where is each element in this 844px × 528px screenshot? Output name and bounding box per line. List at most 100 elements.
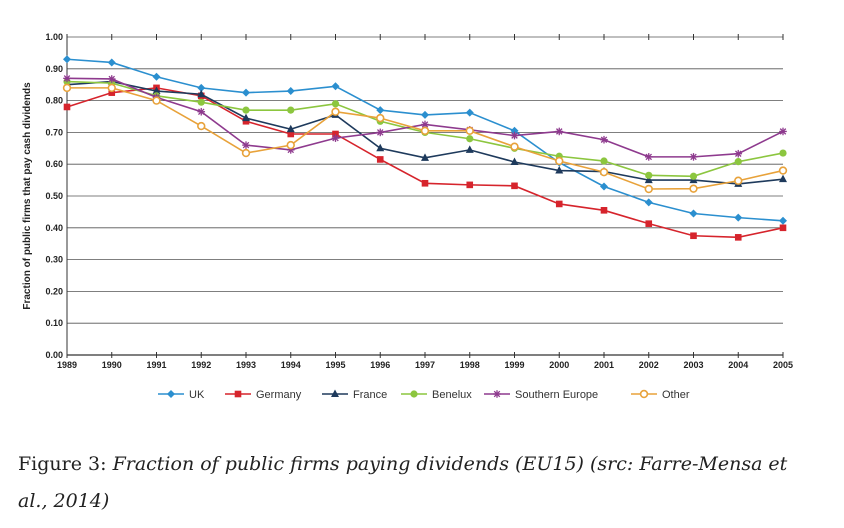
data-point xyxy=(779,174,787,183)
caption-text: Fraction of public firms paying dividend… xyxy=(18,453,788,512)
y-tick-label: 0.80 xyxy=(45,96,63,106)
data-point xyxy=(645,171,653,179)
data-point xyxy=(376,106,385,115)
series-lines xyxy=(62,55,788,241)
caption-label: Figure 3: xyxy=(18,453,107,475)
data-point xyxy=(421,110,429,119)
data-point xyxy=(287,106,295,114)
data-point xyxy=(510,157,519,165)
data-point xyxy=(197,89,206,98)
data-point xyxy=(555,166,564,174)
x-tick-label: 1996 xyxy=(370,360,390,370)
data-point xyxy=(555,200,563,208)
data-point xyxy=(689,153,698,161)
legend-label: Germany xyxy=(256,389,302,401)
star-stroke xyxy=(421,121,429,128)
data-point xyxy=(242,141,250,149)
data-point xyxy=(555,127,564,136)
star-stroke xyxy=(493,390,501,398)
data-point xyxy=(197,83,206,92)
data-point xyxy=(779,127,787,136)
data-point xyxy=(734,149,743,158)
legend-item: Benelux xyxy=(401,389,472,401)
data-point xyxy=(242,106,250,114)
star-stroke xyxy=(645,153,653,161)
y-tick-label: 0.30 xyxy=(45,255,63,265)
data-point xyxy=(493,390,501,398)
data-point xyxy=(645,220,653,227)
data-point xyxy=(152,72,161,81)
data-point xyxy=(197,107,206,116)
data-point xyxy=(421,179,429,187)
data-point xyxy=(197,98,205,106)
data-point xyxy=(466,181,474,189)
legend-label: Southern Europe xyxy=(515,389,598,401)
data-point xyxy=(234,390,242,398)
x-tick-label: 2003 xyxy=(683,360,703,370)
data-point xyxy=(242,88,250,97)
y-tick-label: 1.00 xyxy=(45,32,63,42)
data-point xyxy=(376,128,385,137)
y-tick-label: 0.70 xyxy=(45,127,63,137)
y-tick-label: 0.90 xyxy=(45,64,63,74)
series-line xyxy=(66,58,784,222)
star-stroke xyxy=(690,153,697,161)
data-point xyxy=(779,149,787,157)
data-point xyxy=(167,390,175,398)
legend-item: Other xyxy=(631,389,690,401)
x-tick-label: 1990 xyxy=(102,360,122,370)
data-point xyxy=(420,126,430,136)
data-point xyxy=(331,82,340,91)
data-point xyxy=(152,96,161,105)
legend-label: France xyxy=(353,389,387,401)
star-stroke xyxy=(242,141,250,149)
data-point xyxy=(734,213,743,222)
star-stroke xyxy=(108,75,116,83)
x-tick-label: 1998 xyxy=(460,360,480,370)
data-point xyxy=(108,89,116,96)
y-tick-label: 0.50 xyxy=(45,191,63,201)
legend-label: Benelux xyxy=(432,389,472,401)
star-stroke xyxy=(197,108,205,115)
y-tick-label: 0.40 xyxy=(45,223,63,233)
star-stroke xyxy=(511,132,518,139)
legend-label: UK xyxy=(189,389,205,401)
legend-item: Southern Europe xyxy=(484,389,598,401)
data-point xyxy=(639,389,649,399)
grid-lines xyxy=(66,34,784,358)
data-point xyxy=(152,86,161,95)
data-point xyxy=(511,182,518,190)
data-point xyxy=(287,130,295,138)
data-point xyxy=(734,176,743,185)
x-tick-label: 1993 xyxy=(236,360,256,370)
data-point xyxy=(107,75,116,83)
data-point xyxy=(331,389,339,397)
data-point xyxy=(644,153,653,161)
data-point xyxy=(242,113,250,122)
y-tick-label: 0.20 xyxy=(45,286,63,296)
data-point xyxy=(242,117,250,125)
data-point xyxy=(599,167,609,177)
star-stroke xyxy=(332,134,339,142)
data-point xyxy=(644,198,653,207)
data-point xyxy=(734,234,742,241)
star-stroke xyxy=(734,150,742,157)
star-stroke xyxy=(600,136,608,143)
data-point xyxy=(410,390,418,398)
data-point xyxy=(734,158,742,166)
data-point xyxy=(465,145,474,153)
x-tick-label: 2002 xyxy=(639,360,659,370)
data-point xyxy=(241,148,251,158)
data-point xyxy=(644,175,653,184)
data-point xyxy=(62,83,72,93)
x-tick-label: 1995 xyxy=(325,360,345,370)
data-point xyxy=(376,156,384,163)
series-germany xyxy=(63,84,787,241)
data-point xyxy=(465,126,474,136)
data-point xyxy=(779,224,787,232)
x-tick-labels: 1989 1990 1991 1992 1993 1994 1995 1996 1997 1998… xyxy=(57,360,793,370)
data-point xyxy=(465,108,474,117)
legend-item: UK xyxy=(158,389,205,401)
data-point xyxy=(690,232,697,240)
data-point xyxy=(286,140,295,150)
